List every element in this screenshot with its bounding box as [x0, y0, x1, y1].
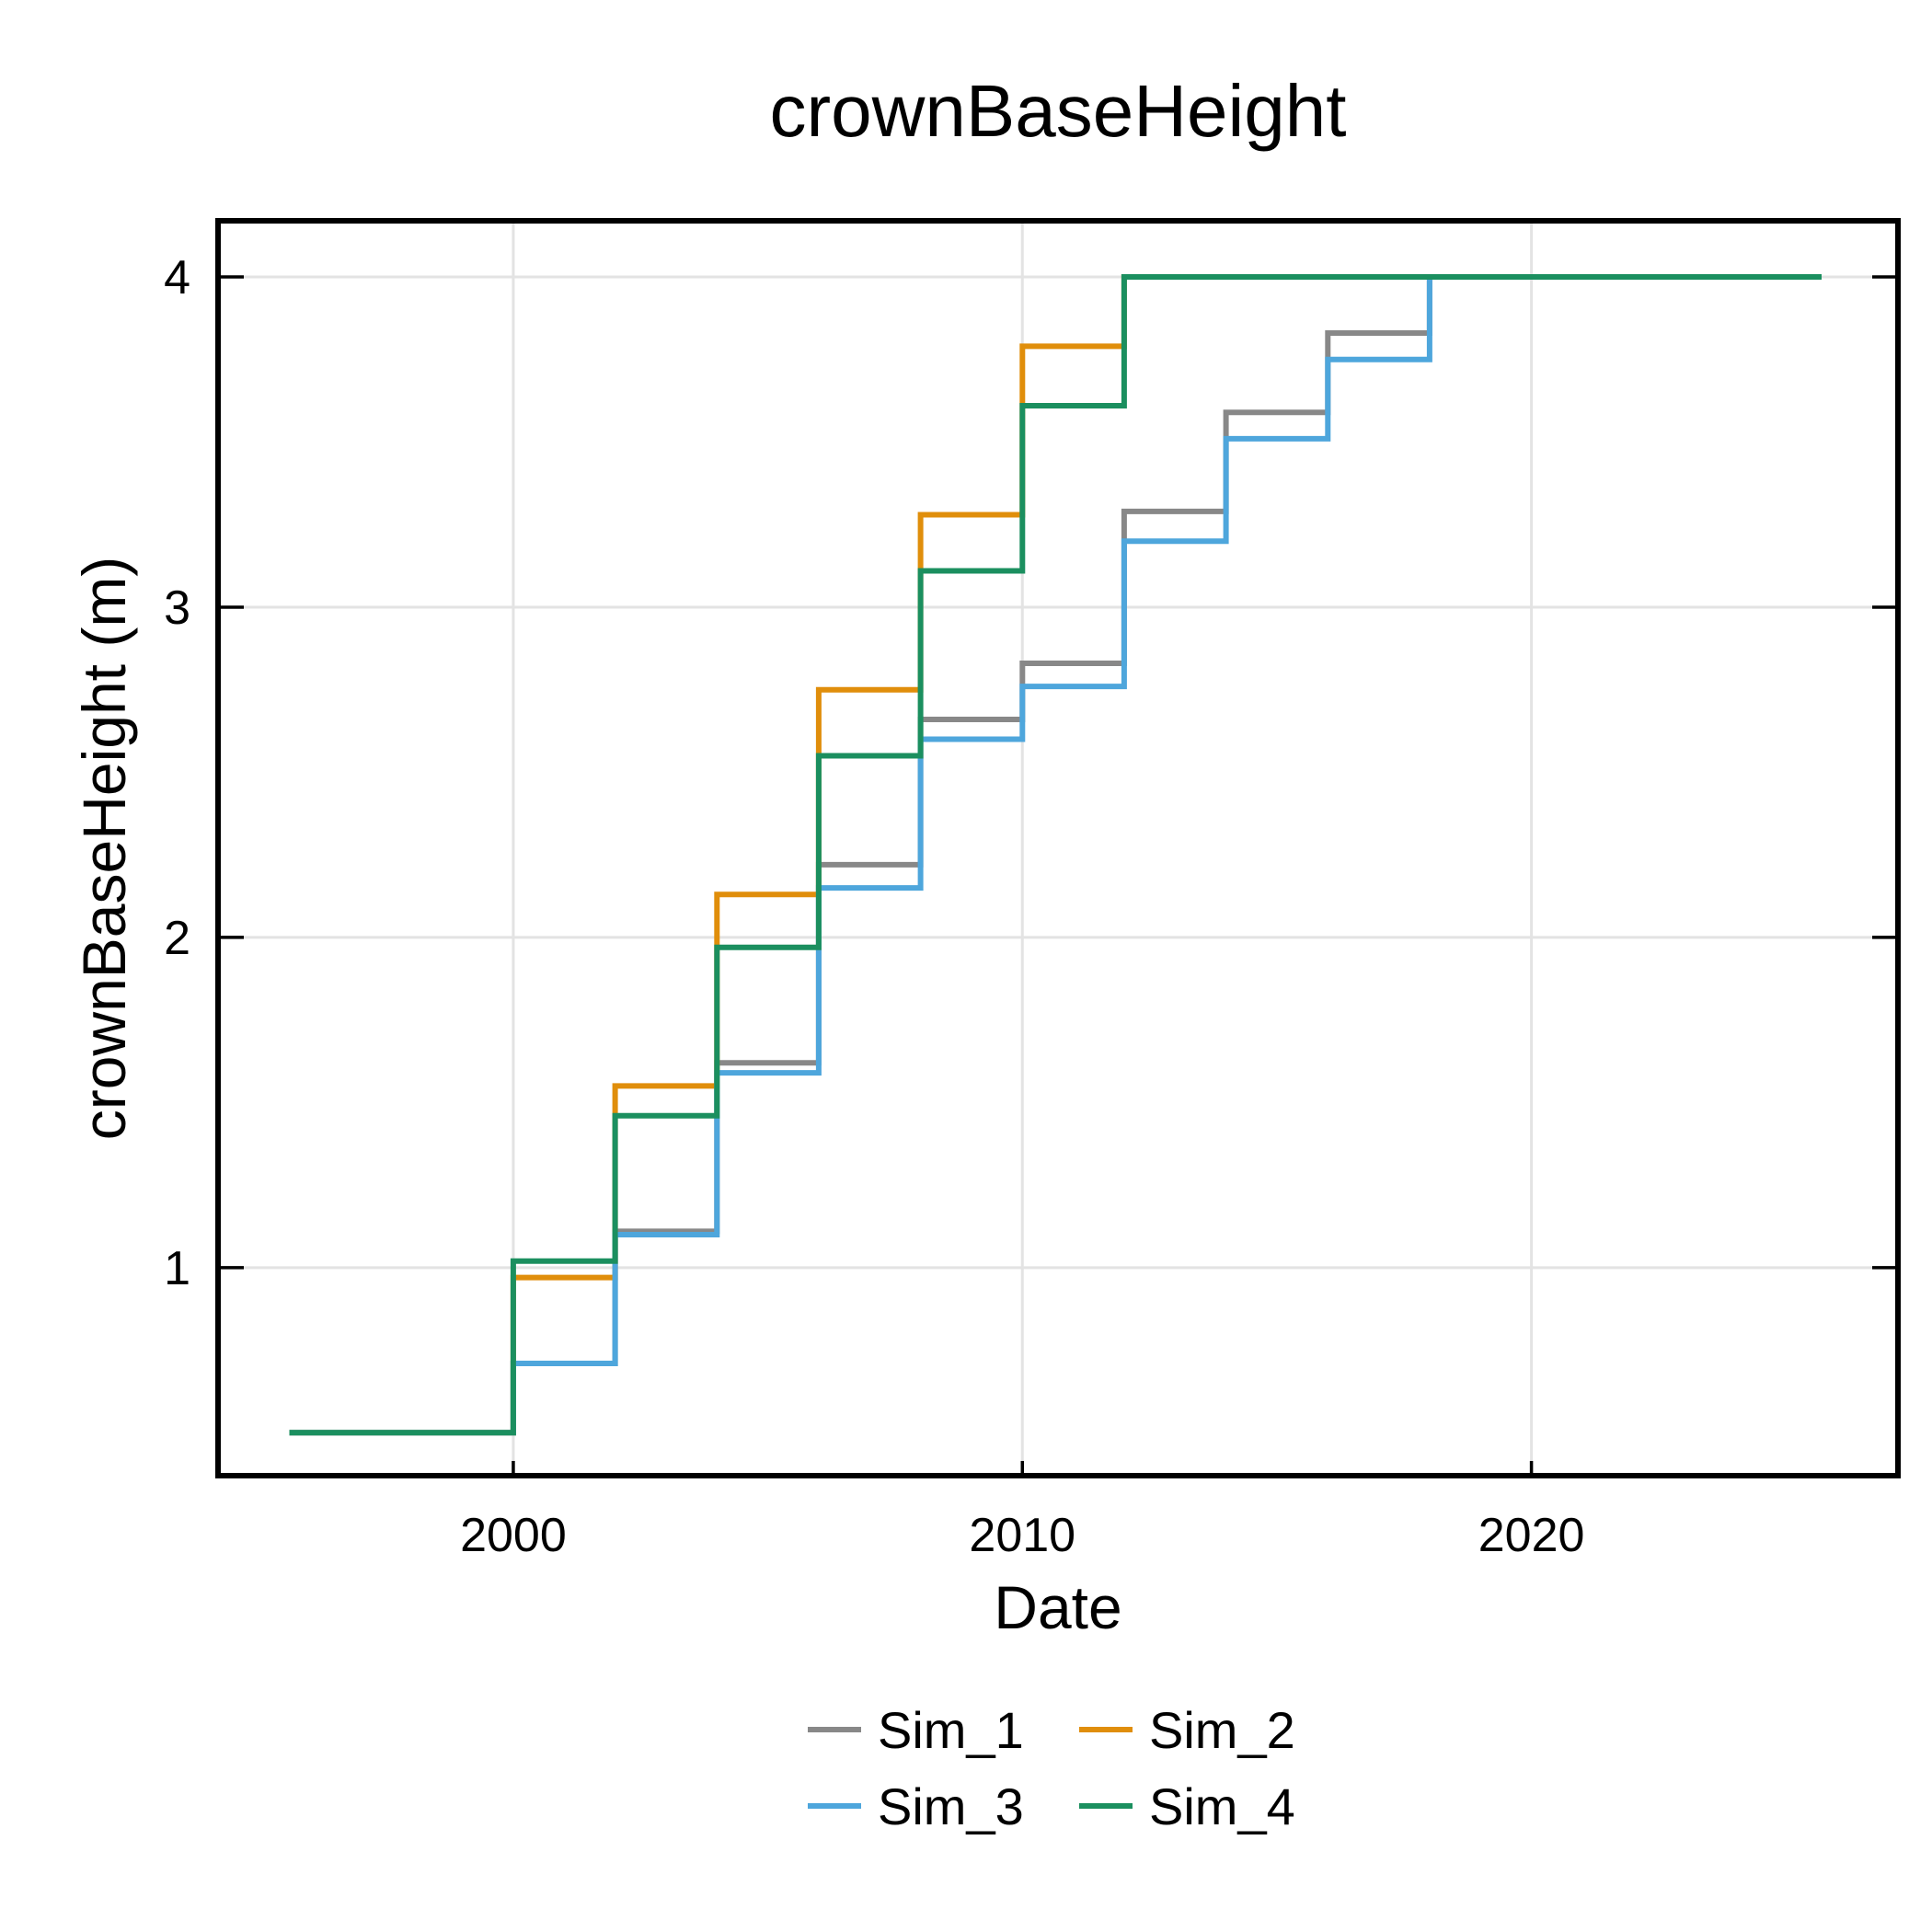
legend-label-sim-3: Sim_3	[878, 1777, 1024, 1835]
x-axis-title: Date	[994, 1573, 1121, 1641]
series-line-sim-4	[289, 274, 1822, 1436]
y-tick-label: 1	[164, 1242, 190, 1295]
series-line-sim-3	[289, 274, 1822, 1436]
x-tick-label: 2010	[969, 1509, 1075, 1562]
legend: Sim_1 Sim_2 Sim_3 Sim_4	[808, 1701, 1295, 1835]
y-tick-label: 3	[164, 581, 190, 635]
series-lines	[289, 274, 1822, 1436]
legend-label-sim-1: Sim_1	[878, 1701, 1024, 1759]
axis-ticks: 2000 2010 2020 1 2 3 4	[164, 251, 1898, 1562]
grid	[218, 221, 1898, 1476]
y-tick-label: 2	[164, 912, 190, 965]
legend-label-sim-4: Sim_4	[1149, 1777, 1295, 1835]
chart-title: crownBaseHeight	[770, 70, 1347, 152]
y-tick-label: 4	[164, 251, 190, 305]
x-tick-label: 2020	[1478, 1509, 1585, 1562]
y-axis-title: crownBaseHeight (m)	[70, 557, 138, 1141]
plot-frame	[215, 218, 1901, 1478]
x-tick-label: 2000	[460, 1509, 567, 1562]
legend-label-sim-2: Sim_2	[1149, 1701, 1295, 1759]
